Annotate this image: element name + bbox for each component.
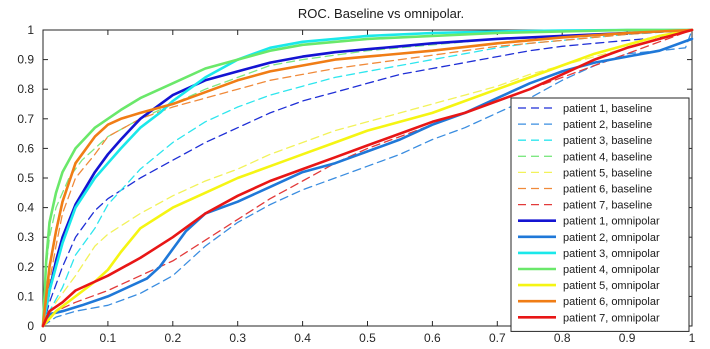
y-tick-label: 1 — [27, 23, 34, 37]
legend-item-label: patient 4, omnipolar — [563, 264, 660, 276]
series-line-10 — [41, 28, 694, 328]
series-line-8 — [41, 28, 694, 328]
x-tick-label: 0.4 — [294, 331, 311, 345]
y-tick-label: 0.8 — [17, 82, 34, 96]
legend-item-label: patient 1, baseline — [563, 103, 652, 115]
y-tick-label: 0.3 — [17, 230, 34, 244]
legend-item-label: patient 4, baseline — [563, 151, 652, 163]
legend-item-label: patient 2, baseline — [563, 119, 652, 131]
y-tick-label: 0.5 — [17, 171, 34, 185]
legend-item-label: patient 2, omnipolar — [563, 232, 660, 244]
x-tick-label: 0.6 — [424, 331, 441, 345]
legend-item-label: patient 3, omnipolar — [563, 248, 660, 260]
x-tick-label: 0.2 — [164, 331, 181, 345]
series-line-1 — [42, 29, 693, 327]
x-tick-label: 0 — [40, 331, 47, 345]
y-tick-label: 0.6 — [17, 141, 34, 155]
legend-item-label: patient 1, omnipolar — [563, 216, 660, 228]
legend-item-label: patient 6, baseline — [563, 184, 652, 196]
x-tick-label: 0.7 — [489, 331, 506, 345]
y-tick-label: 0 — [27, 319, 34, 333]
series-line-7 — [42, 29, 693, 327]
x-tick-label: 0.5 — [359, 331, 376, 345]
y-tick-label: 0.2 — [17, 260, 34, 274]
series-line-14 — [41, 28, 694, 328]
legend-item-label: patient 7, omnipolar — [563, 312, 660, 324]
series-line-13 — [41, 28, 694, 328]
y-tick-label: 0.1 — [17, 289, 34, 303]
legend-item-label: patient 3, baseline — [563, 135, 652, 147]
x-tick-label: 0.8 — [554, 331, 571, 345]
y-tick-label: 0.9 — [17, 53, 34, 67]
chart-title: ROC. Baseline vs omnipolar. — [298, 6, 464, 21]
series-line-11 — [41, 28, 694, 328]
y-tick-label: 0.7 — [17, 112, 34, 126]
legend-item-label: patient 5, baseline — [563, 167, 652, 179]
series-lines — [41, 28, 694, 328]
legend: patient 1, baseline patient 2, baseline pa… — [510, 97, 690, 332]
series-line-12 — [41, 28, 694, 328]
y-tick-label: 0.4 — [17, 201, 34, 215]
x-tick-label: 1 — [689, 331, 696, 345]
series-line-6 — [42, 29, 693, 327]
series-line-9 — [41, 37, 694, 328]
x-tick-label: 0.1 — [100, 331, 117, 345]
legend-item-label: patient 6, omnipolar — [563, 296, 660, 308]
legend-box — [510, 97, 690, 332]
x-tick-label: 0.3 — [229, 331, 246, 345]
legend-item-label: patient 7, baseline — [563, 200, 652, 212]
x-tick-label: 0.9 — [619, 331, 636, 345]
legend-item-label: patient 5, omnipolar — [563, 280, 660, 292]
